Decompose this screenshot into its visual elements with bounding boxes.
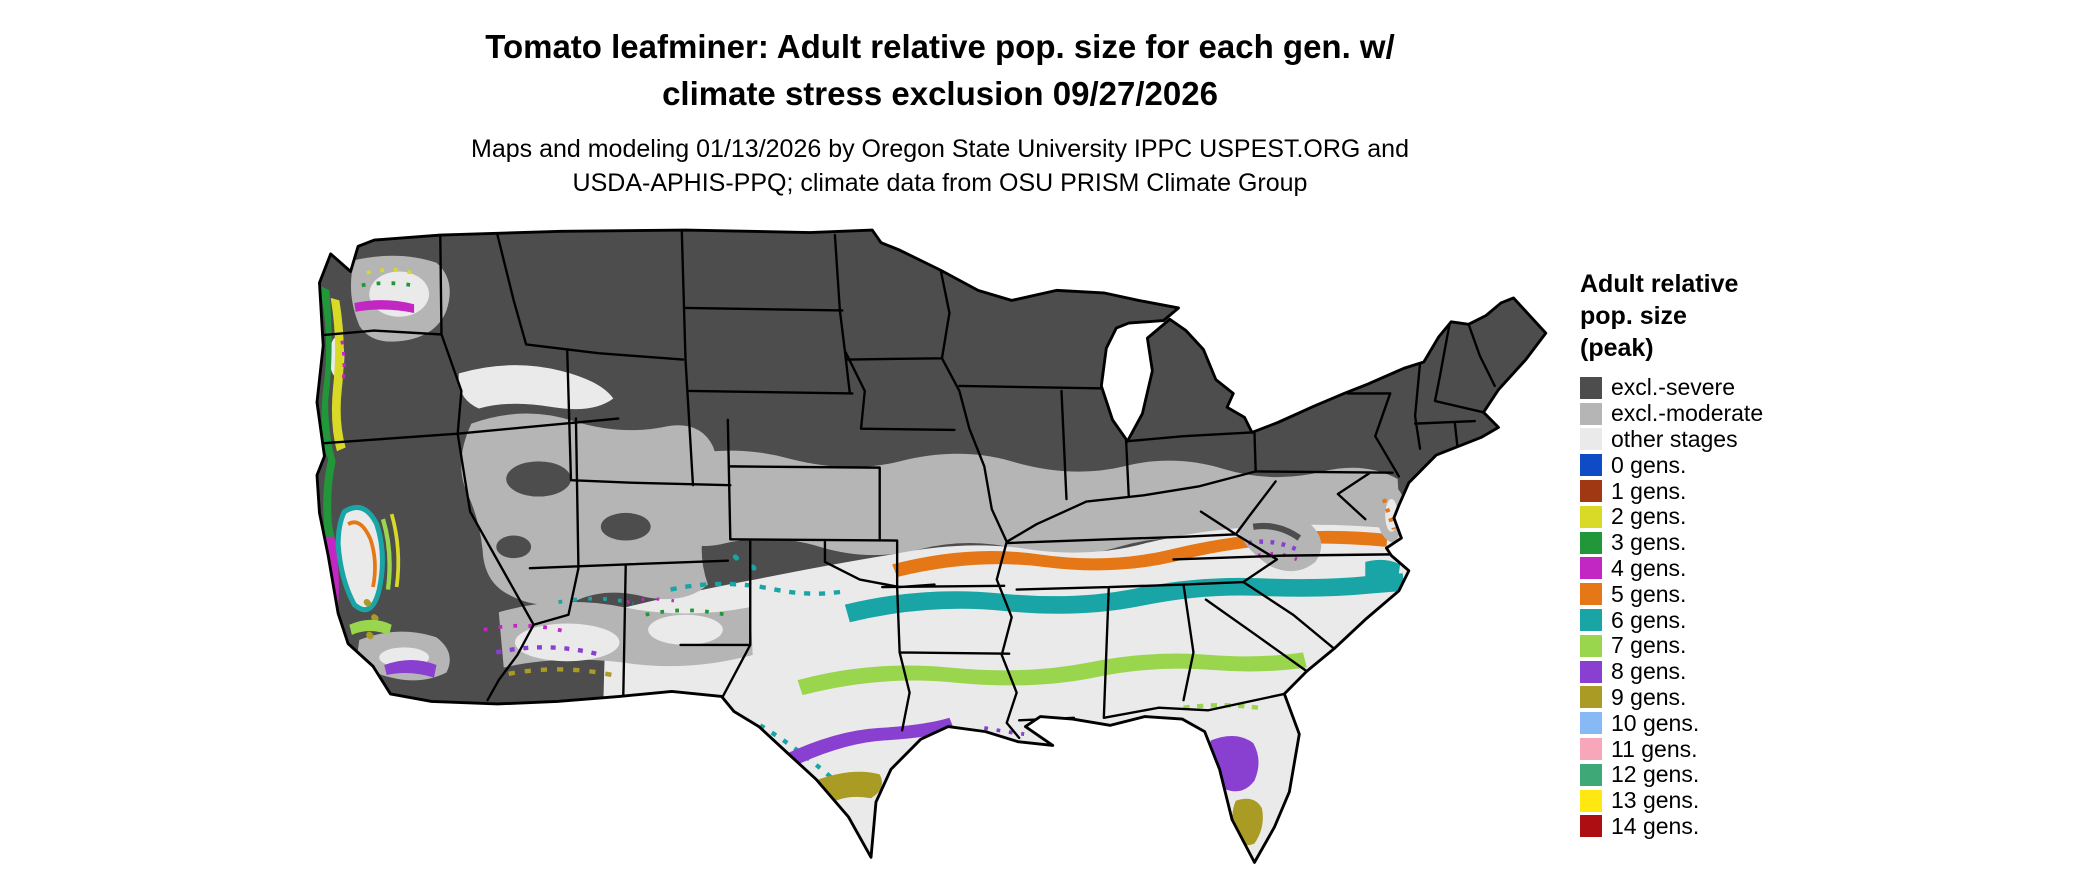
- legend-color-swatch: [1580, 402, 1602, 425]
- map-attribution-line2: USDA-APHIS-PPQ; climate data from OSU PR…: [572, 168, 1308, 197]
- legend-item: 12 gens.: [1580, 761, 1870, 788]
- legend-items: excl.-severe excl.-moderate other stages…: [1580, 374, 1870, 840]
- state-lines-south: [1005, 510, 1392, 722]
- legend-item: 5 gens.: [1580, 581, 1870, 607]
- legend-item: 6 gens.: [1580, 607, 1870, 633]
- map-title-line2: climate stress exclusion 09/27/2026: [662, 74, 1218, 112]
- legend-item-label: 4 gens.: [1611, 554, 1687, 581]
- map-title: Tomato leafminer: Adult relative pop. si…: [0, 24, 1880, 118]
- state-boundaries: [316, 230, 1496, 740]
- legend-item-label: 9 gens.: [1611, 683, 1687, 710]
- map-band-7-gens: [797, 652, 1307, 696]
- map-header: Tomato leafminer: Adult relative pop. si…: [0, 24, 1880, 200]
- map-attribution: Maps and modeling 01/13/2026 by Oregon S…: [0, 132, 1880, 200]
- legend-color-swatch: [1580, 583, 1602, 606]
- legend-item: 0 gens.: [1580, 452, 1870, 478]
- legend-color-swatch: [1580, 428, 1602, 451]
- legend-item: 2 gens.: [1580, 503, 1870, 530]
- legend-item-label: other stages: [1611, 426, 1738, 452]
- legend-color-swatch: [1580, 376, 1602, 399]
- legend-color-swatch: [1580, 815, 1602, 838]
- legend-item: other stages: [1580, 426, 1870, 453]
- legend-color-swatch: [1580, 557, 1602, 580]
- legend-title-line1: Adult relative: [1580, 270, 1739, 298]
- map-band-8-gens-florida: [1205, 735, 1259, 792]
- legend-item-label: 12 gens.: [1611, 761, 1700, 788]
- legend-item: 14 gens.: [1580, 812, 1870, 840]
- legend-item: 8 gens.: [1580, 658, 1870, 685]
- legend-item-label: excl.-severe: [1611, 374, 1735, 401]
- state-lines-plains: [684, 233, 1011, 732]
- state-lines-west: [316, 230, 752, 702]
- legend-item-label: 6 gens.: [1611, 606, 1687, 633]
- legend-item: 3 gens.: [1580, 529, 1870, 556]
- map-legend: Adult relative pop. size (peak) excl.-se…: [1580, 268, 1870, 839]
- legend-item: 13 gens.: [1580, 787, 1870, 814]
- legend-color-swatch: [1580, 609, 1602, 632]
- legend-item-label: 2 gens.: [1611, 503, 1687, 530]
- legend-item-label: 0 gens.: [1611, 451, 1687, 478]
- legend-color-swatch: [1580, 763, 1602, 786]
- map-band-6-gens-coast: [1365, 559, 1401, 585]
- legend-color-swatch: [1580, 634, 1602, 657]
- legend-item-label: 14 gens.: [1611, 812, 1700, 839]
- legend-item: 7 gens.: [1580, 632, 1870, 659]
- legend-item-label: 8 gens.: [1611, 658, 1687, 685]
- legend-item: 4 gens.: [1580, 554, 1870, 582]
- legend-color-swatch: [1580, 454, 1602, 477]
- legend-color-swatch: [1580, 789, 1602, 812]
- legend-item-label: excl.-moderate: [1611, 400, 1764, 427]
- legend-item: 1 gens.: [1580, 478, 1870, 504]
- us-outline: [315, 228, 1548, 864]
- map-region-excl-moderate-band: [678, 450, 1401, 556]
- us-map: [315, 228, 1548, 864]
- legend-color-swatch: [1580, 686, 1602, 709]
- legend-title-line3: (peak): [1580, 334, 1654, 362]
- legend-item: 11 gens.: [1580, 736, 1870, 762]
- map-band-6-gens: [844, 573, 1406, 623]
- legend-title: Adult relative pop. size (peak): [1580, 268, 1870, 364]
- legend-color-swatch: [1580, 505, 1602, 528]
- legend-color-swatch: [1580, 480, 1602, 503]
- legend-color-swatch: [1580, 660, 1602, 683]
- map-attribution-line1: Maps and modeling 01/13/2026 by Oregon S…: [471, 134, 1409, 163]
- legend-color-swatch: [1580, 712, 1602, 735]
- map-band-8-gens-texas: [782, 717, 955, 769]
- legend-title-line2: pop. size: [1580, 302, 1687, 330]
- state-lines-rivers: [940, 357, 1257, 740]
- legend-item-label: 13 gens.: [1611, 787, 1700, 814]
- legend-item-label: 10 gens.: [1611, 709, 1700, 736]
- map-raster-layers: [316, 230, 1546, 863]
- legend-item: excl.-moderate: [1580, 400, 1870, 427]
- legend-color-swatch: [1580, 738, 1602, 761]
- legend-item: 10 gens.: [1580, 710, 1870, 736]
- legend-item-label: 1 gens.: [1611, 477, 1687, 504]
- legend-item: 9 gens.: [1580, 683, 1870, 711]
- us-map-container: [312, 225, 1557, 885]
- legend-item: excl.-severe: [1580, 374, 1870, 401]
- legend-item-label: 5 gens.: [1611, 580, 1687, 607]
- legend-item-label: 3 gens.: [1611, 529, 1687, 556]
- map-title-line1: Tomato leafminer: Adult relative pop. si…: [485, 28, 1395, 65]
- legend-color-swatch: [1580, 531, 1602, 554]
- legend-item-label: 11 gens.: [1611, 735, 1698, 762]
- legend-item-label: 7 gens.: [1611, 632, 1687, 659]
- state-lines-northeast: [1234, 320, 1496, 536]
